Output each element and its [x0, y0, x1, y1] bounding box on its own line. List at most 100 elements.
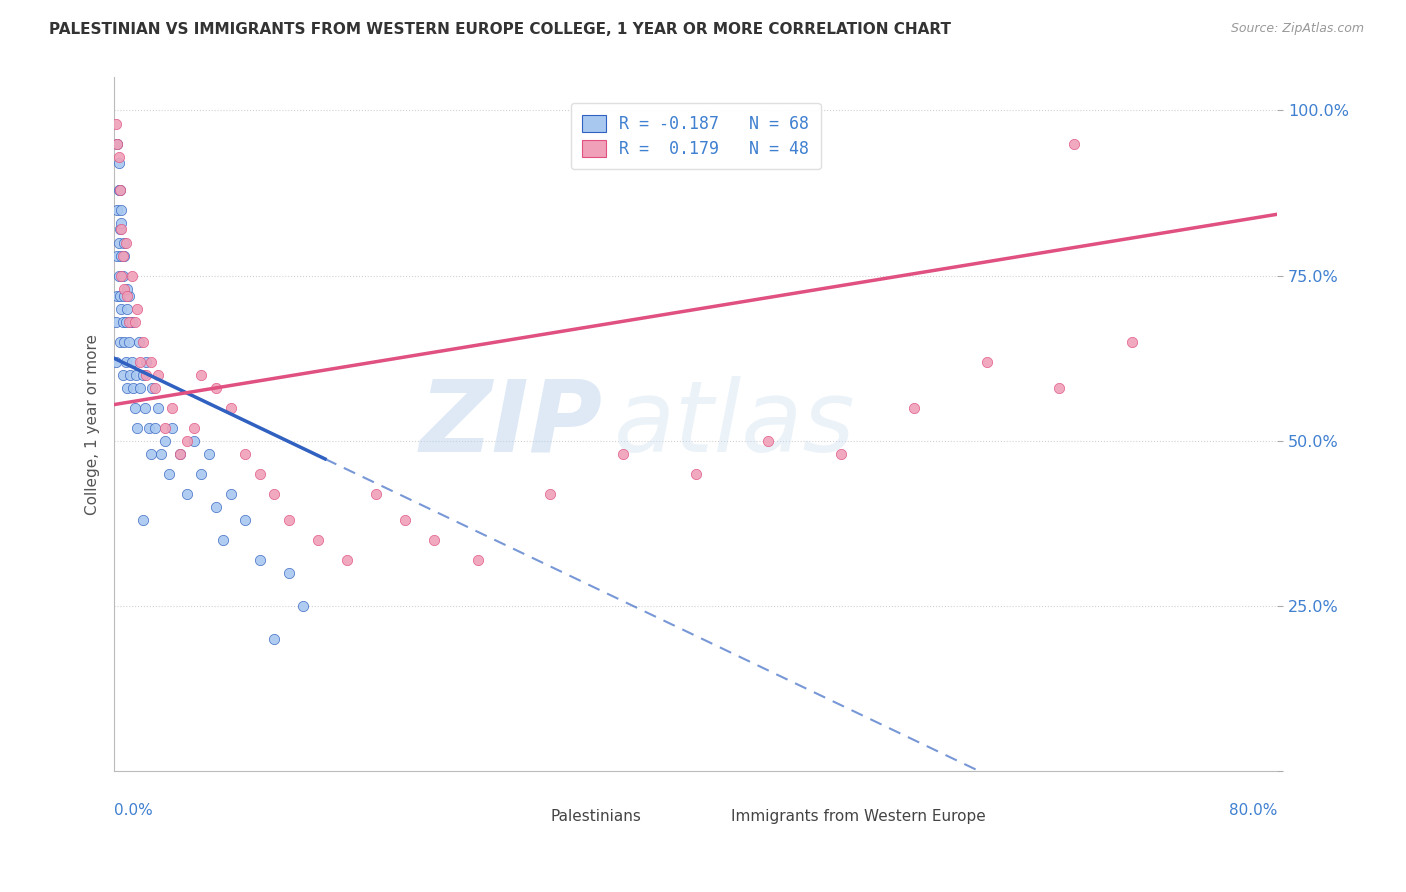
Point — [117, 381, 139, 395]
Point — [128, 334, 150, 349]
Point — [127, 301, 149, 316]
Point — [129, 381, 152, 395]
Point — [110, 202, 132, 217]
Point — [143, 420, 166, 434]
Point — [108, 334, 131, 349]
Point — [118, 334, 141, 349]
Point — [112, 288, 135, 302]
Text: 80.0%: 80.0% — [1229, 803, 1278, 818]
Point — [162, 401, 184, 415]
Text: Source: ZipAtlas.com: Source: ZipAtlas.com — [1230, 22, 1364, 36]
Point — [183, 420, 205, 434]
Point — [108, 183, 131, 197]
Point — [277, 513, 299, 527]
Point — [758, 434, 780, 448]
Point — [146, 368, 169, 382]
Point — [197, 447, 219, 461]
Point — [117, 288, 139, 302]
Point — [263, 487, 285, 501]
Point — [176, 487, 198, 501]
Point — [135, 368, 157, 382]
Point — [129, 354, 152, 368]
Point — [146, 401, 169, 415]
Point — [249, 553, 271, 567]
Point — [394, 513, 416, 527]
Point — [107, 235, 129, 250]
Point — [105, 136, 128, 151]
Point — [120, 315, 142, 329]
Point — [190, 467, 212, 481]
Point — [141, 381, 163, 395]
Point — [105, 136, 128, 151]
Point — [190, 368, 212, 382]
Point — [121, 315, 143, 329]
Point — [153, 434, 176, 448]
Point — [307, 533, 329, 547]
Point — [159, 467, 181, 481]
Point — [139, 354, 162, 368]
Point — [117, 301, 139, 316]
Point — [176, 434, 198, 448]
Point — [117, 282, 139, 296]
Text: 0.0%: 0.0% — [114, 803, 153, 818]
Point — [149, 447, 172, 461]
Legend: R = -0.187   N = 68, R =  0.179   N = 48: R = -0.187 N = 68, R = 0.179 N = 48 — [571, 103, 821, 169]
Point — [124, 315, 146, 329]
Point — [263, 632, 285, 647]
Point — [132, 368, 155, 382]
Point — [107, 156, 129, 170]
Text: Palestinians: Palestinians — [550, 809, 641, 824]
Point — [423, 533, 446, 547]
Point — [143, 381, 166, 395]
Point — [118, 288, 141, 302]
Point — [139, 447, 162, 461]
Point — [125, 368, 148, 382]
Point — [112, 235, 135, 250]
Point — [108, 288, 131, 302]
Text: Immigrants from Western Europe: Immigrants from Western Europe — [731, 809, 986, 824]
Point — [538, 487, 561, 501]
Point — [107, 183, 129, 197]
Point — [162, 420, 184, 434]
Point — [233, 447, 256, 461]
Point — [121, 268, 143, 283]
Point — [118, 315, 141, 329]
Point — [105, 249, 128, 263]
Point — [169, 447, 191, 461]
Point — [110, 222, 132, 236]
Point — [336, 553, 359, 567]
Point — [104, 117, 127, 131]
Point — [830, 447, 852, 461]
Point — [1121, 334, 1143, 349]
Text: atlas: atlas — [614, 376, 856, 473]
Point — [124, 401, 146, 415]
Point — [153, 420, 176, 434]
Point — [233, 513, 256, 527]
Point — [138, 420, 160, 434]
Point — [219, 487, 242, 501]
Point — [903, 401, 925, 415]
Point — [120, 368, 142, 382]
Point — [205, 381, 228, 395]
FancyBboxPatch shape — [503, 808, 538, 823]
Point — [111, 368, 134, 382]
Point — [112, 249, 135, 263]
Point — [364, 487, 387, 501]
Point — [112, 282, 135, 296]
Point — [132, 513, 155, 527]
Point — [612, 447, 634, 461]
Point — [108, 222, 131, 236]
Point — [108, 183, 131, 197]
Text: ZIP: ZIP — [420, 376, 603, 473]
Point — [205, 500, 228, 514]
Point — [219, 401, 242, 415]
Point — [212, 533, 235, 547]
Point — [292, 599, 315, 614]
Point — [135, 354, 157, 368]
Point — [110, 216, 132, 230]
Point — [976, 354, 998, 368]
Point — [132, 334, 155, 349]
Point — [114, 315, 136, 329]
Point — [111, 249, 134, 263]
Point — [685, 467, 707, 481]
